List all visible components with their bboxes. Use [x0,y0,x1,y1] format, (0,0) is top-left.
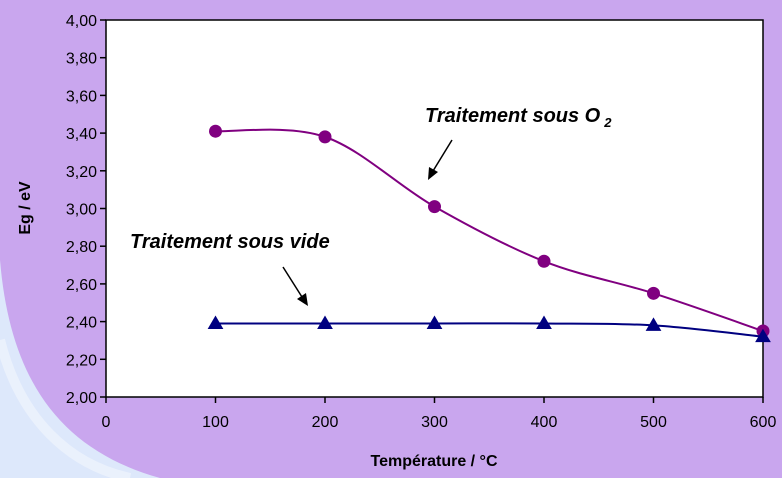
x-tick-label: 600 [750,414,777,431]
series-2-point [645,317,662,331]
series-2-point [207,315,224,329]
x-tick-label: 400 [531,414,558,431]
series-2-point [755,328,771,343]
y-tick-label: 4,00 [66,13,97,30]
series-1-point [647,286,660,300]
series-1-point [428,200,441,214]
y-tick-label: 2,00 [66,390,97,407]
y-tick-label: 3,20 [66,164,97,181]
y-tick-label: 2,40 [66,315,97,332]
annotation-o2-subscript: 2 [603,115,612,130]
x-tick-label: 0 [102,414,111,431]
series-1-point [209,124,222,138]
y-tick-label: 3,80 [66,51,97,68]
axis-ticks: 2,00 2,20 2,40 2,60 2,80 3,00 3,20 3,40 3,60 3,80… [66,13,777,431]
annotation-vide-arrow [282,266,303,298]
y-tick-label: 2,20 [66,352,97,369]
x-tick-label: 200 [312,414,339,431]
series-2-line [215,322,764,338]
y-tick-label: 3,60 [66,88,97,105]
series-2-point [426,315,443,329]
y-axis-title: Eg / eV [17,181,34,235]
series-1-point [318,130,332,144]
annotation-o2-text: Traitement sous O [425,105,601,127]
series-1-line [215,128,764,332]
series-2-point [317,315,333,329]
background-swirl-highlight [0,338,132,478]
x-tick-label: 500 [640,414,667,431]
y-tick-label: 3,40 [66,126,97,143]
y-tick-label: 2,80 [66,239,97,256]
annotation-o2-arrowhead [428,167,438,180]
annotation-o2-arrow [432,139,453,172]
annotation-vide: Traitement sous vide [130,231,330,253]
series-1-point [537,254,551,268]
x-tick-label: 100 [202,414,229,431]
y-tick-label: 2,60 [66,277,97,294]
annotation-vide-arrowhead [297,293,308,306]
y-tick-label: 3,00 [66,202,97,219]
series-layer [207,124,771,343]
x-axis-title: Température / °C [370,453,497,470]
plot-area [105,19,764,398]
series-2-point [536,315,552,329]
x-tick-label: 300 [421,414,448,431]
